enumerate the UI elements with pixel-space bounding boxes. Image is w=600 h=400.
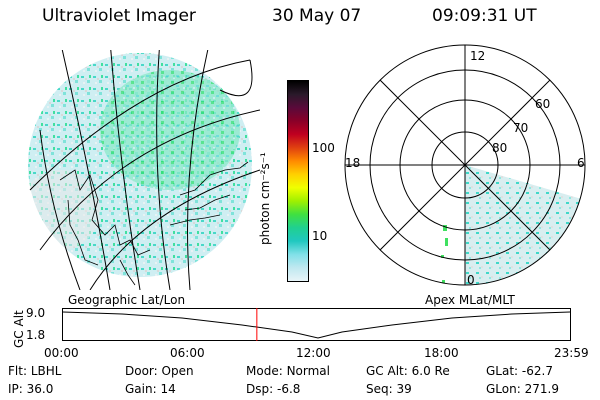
polar-plot: 12 18 6 0 60 70 80 [344,44,586,287]
colorbar-tick-100: 100 [312,141,335,155]
info-gc-alt: GC Alt: 6.0 Re [366,364,450,378]
info-seq: Seq: 39 [366,382,412,396]
info-dsp: Dsp: -6.8 [246,382,301,396]
altplot-xtick-3: 18:00 [424,346,459,360]
altplot-ytick-high: 9.0 [26,306,46,320]
colorbar-unit-label: photon cm⁻²s⁻¹ [258,152,272,245]
geographic-caption: Geographic Lat/Lon [68,293,186,307]
lat-label-80: 80 [492,141,507,155]
altplot-xtick-1: 06:00 [170,346,205,360]
lat-label-60: 60 [535,97,550,111]
info-flt: Flt: LBHL [8,364,62,378]
altplot-ytick-low: 1.8 [26,328,46,342]
mlt-label-18: 18 [345,156,360,170]
colorbar-tick-10: 10 [312,229,328,243]
altitude-plot [62,308,571,341]
observation-time: 09:09:31 UT [432,6,537,26]
lat-label-70: 70 [513,121,528,135]
altplot-xtick-4: 23:59 [554,346,589,360]
apex-caption: Apex MLat/MLT [425,293,515,307]
altplot-xtick-0: 00:00 [44,346,79,360]
mlt-label-0: 0 [467,273,475,287]
info-ip: IP: 36.0 [8,382,54,396]
mlt-label-12: 12 [470,49,485,63]
info-gain: Gain: 14 [125,382,176,396]
colorbar [287,80,309,282]
mlt-label-6: 6 [577,156,585,170]
info-glat: GLat: -62.7 [486,364,553,378]
info-glon: GLon: 271.9 [486,382,559,396]
geographic-image [28,50,260,290]
info-mode: Mode: Normal [246,364,330,378]
altplot-ylabel: GC Alt [12,310,26,348]
altplot-xtick-2: 12:00 [296,346,331,360]
info-door: Door: Open [125,364,194,378]
instrument-title: Ultraviolet Imager [42,6,196,26]
observation-date: 30 May 07 [272,6,362,26]
